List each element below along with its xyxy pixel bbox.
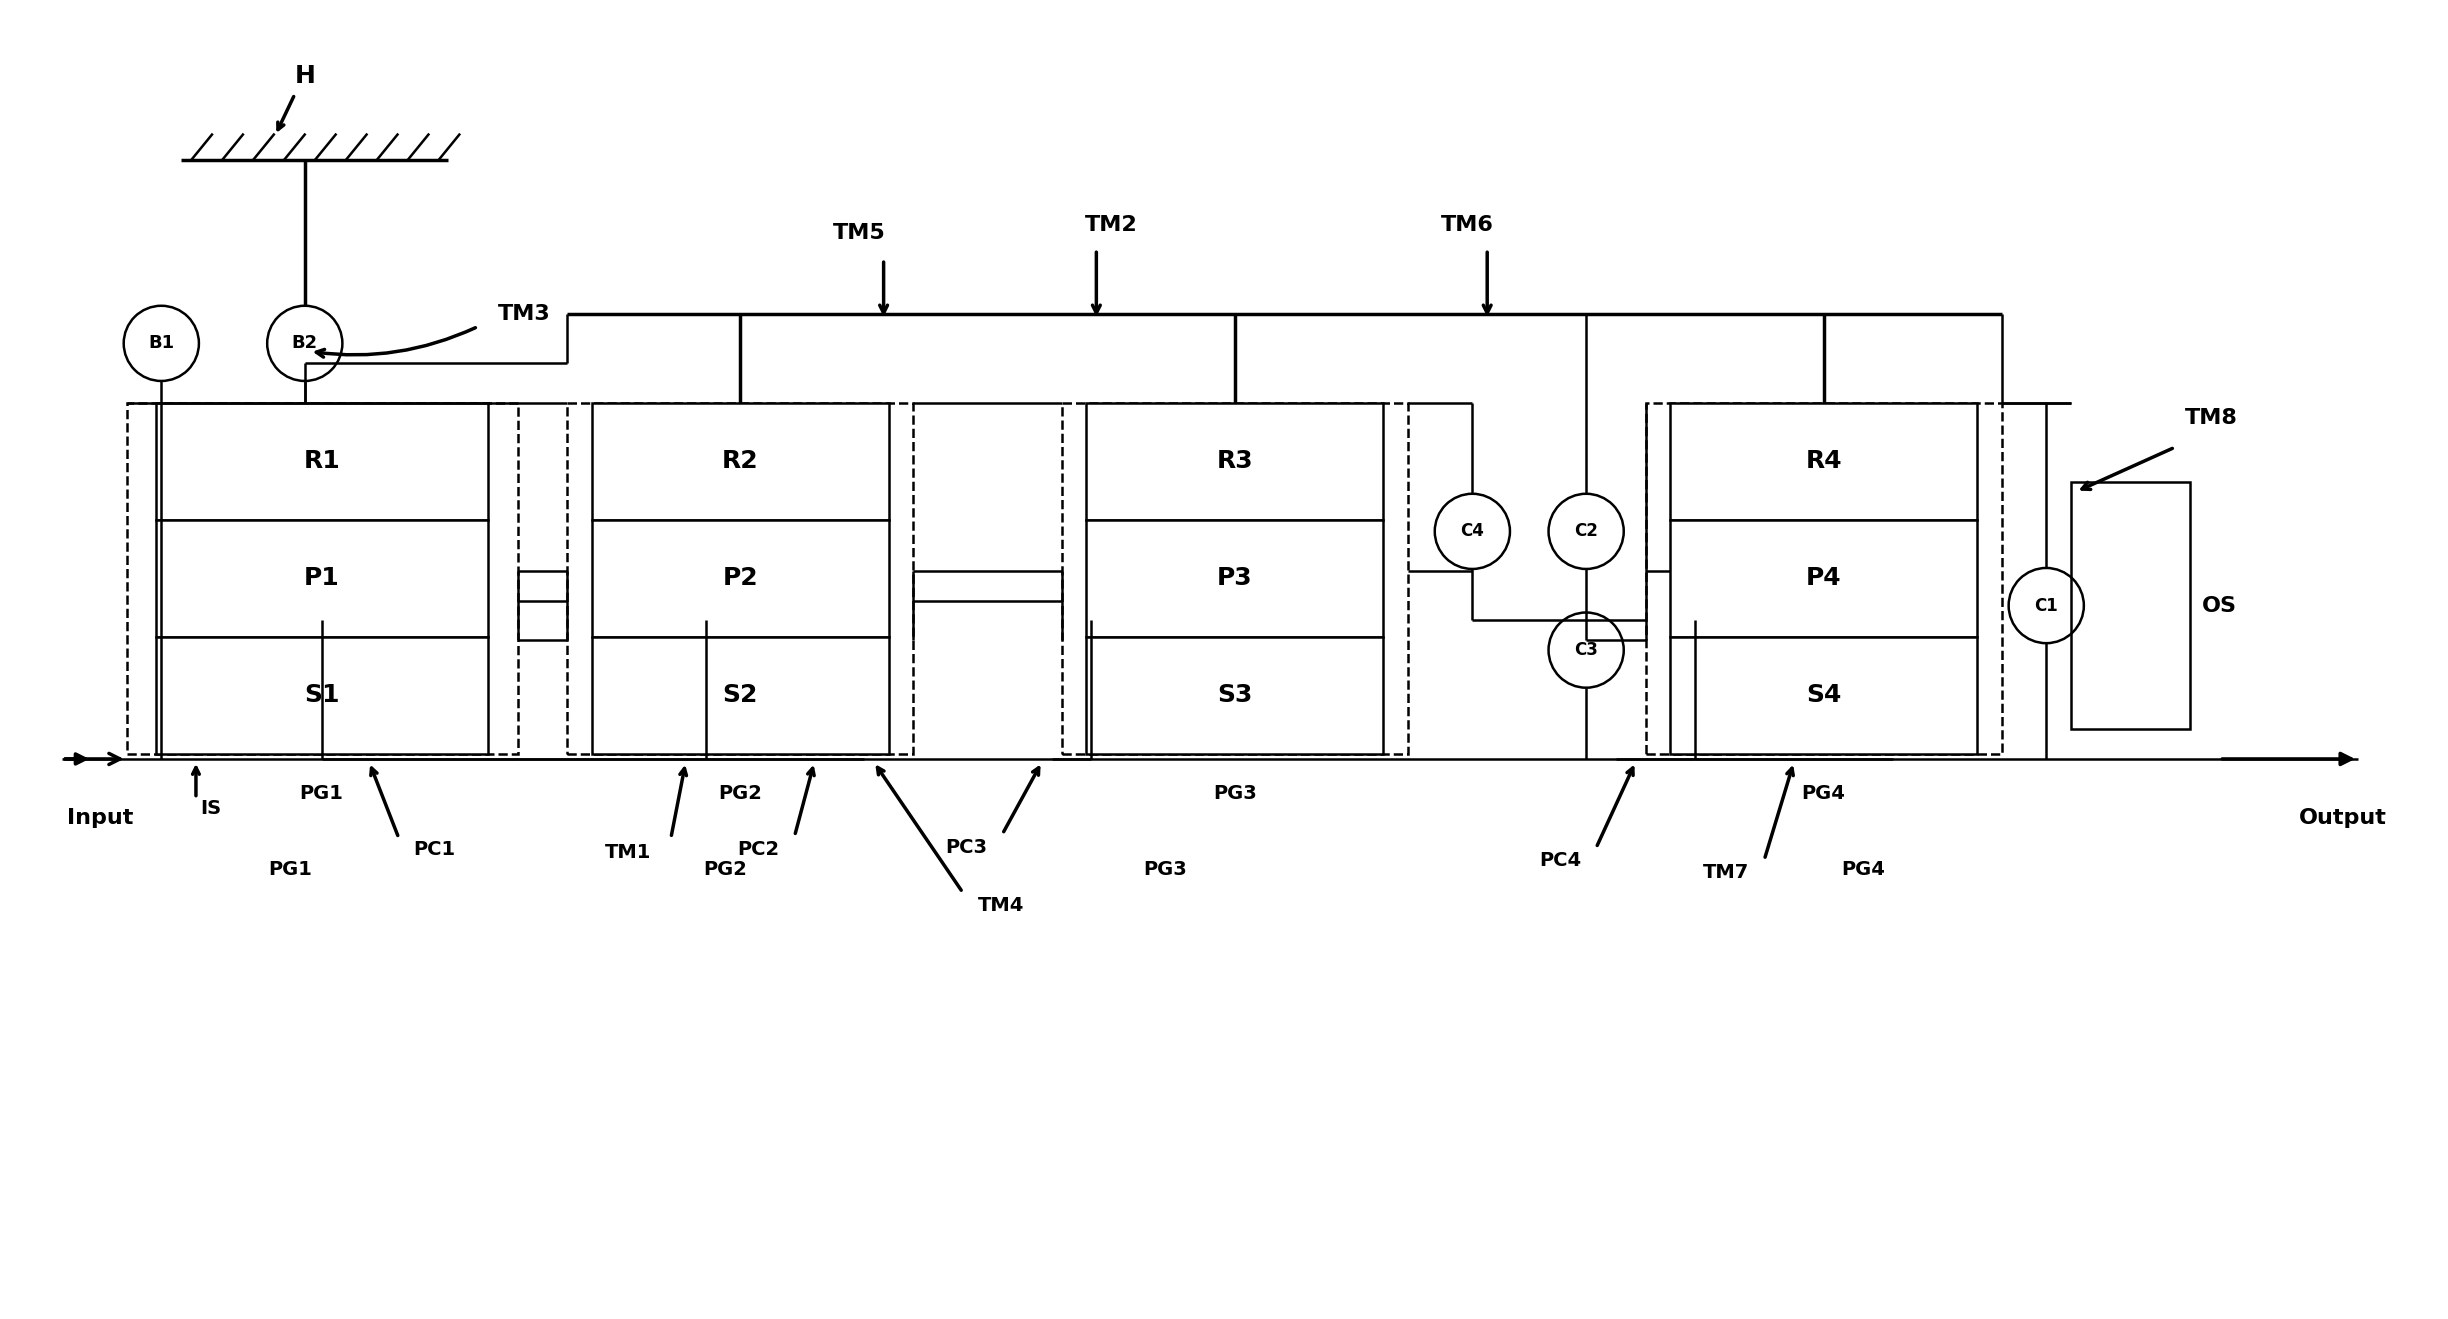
Text: PG3: PG3: [1143, 860, 1187, 880]
Text: PG1: PG1: [299, 783, 343, 803]
Text: B2: B2: [291, 334, 318, 352]
Text: PC1: PC1: [414, 840, 455, 860]
Text: P3: P3: [1217, 566, 1253, 591]
Bar: [1062, 402, 1408, 754]
Text: PG1: PG1: [267, 860, 311, 880]
Text: PG2: PG2: [717, 783, 761, 803]
Text: P1: P1: [304, 566, 340, 591]
Text: P2: P2: [722, 566, 759, 591]
Bar: [1087, 520, 1383, 637]
Bar: [157, 520, 487, 637]
Text: PC2: PC2: [737, 840, 781, 860]
Text: C3: C3: [1574, 641, 1599, 660]
Text: TM1: TM1: [605, 843, 651, 863]
Text: S3: S3: [1217, 683, 1253, 707]
Bar: [1670, 637, 1978, 754]
Bar: [127, 402, 517, 754]
Text: TM8: TM8: [2184, 408, 2237, 427]
Text: C2: C2: [1574, 522, 1599, 541]
Bar: [1670, 402, 1978, 520]
Bar: [568, 402, 913, 754]
Text: OS: OS: [2201, 596, 2237, 616]
Text: PG3: PG3: [1214, 783, 1256, 803]
Bar: [157, 637, 487, 754]
Text: R2: R2: [722, 450, 759, 474]
Text: C1: C1: [2034, 596, 2059, 615]
Text: PG4: PG4: [1841, 860, 1885, 880]
Text: PC3: PC3: [945, 839, 987, 857]
Text: IS: IS: [201, 799, 220, 818]
Bar: [1645, 402, 2002, 754]
Text: PG2: PG2: [703, 860, 747, 880]
Text: P4: P4: [1807, 566, 1841, 591]
Text: R1: R1: [304, 450, 340, 474]
Text: R4: R4: [1804, 450, 1841, 474]
Bar: [1670, 520, 1978, 637]
Text: S1: S1: [304, 683, 340, 707]
Text: TM3: TM3: [497, 303, 551, 323]
Text: S2: S2: [722, 683, 759, 707]
Text: Output: Output: [2299, 809, 2387, 828]
Text: B1: B1: [149, 334, 174, 352]
Text: C4: C4: [1461, 522, 1483, 541]
Text: PC4: PC4: [1540, 851, 1581, 871]
Bar: [592, 402, 889, 520]
Text: TM4: TM4: [977, 896, 1023, 915]
Text: TM2: TM2: [1084, 215, 1138, 235]
Text: S4: S4: [1807, 683, 1841, 707]
Text: H: H: [294, 65, 316, 88]
Bar: [592, 520, 889, 637]
Text: TM5: TM5: [832, 223, 886, 243]
Bar: [157, 402, 487, 520]
Text: TM6: TM6: [1442, 215, 1493, 235]
Bar: [592, 637, 889, 754]
Bar: [1087, 637, 1383, 754]
Text: TM7: TM7: [1704, 863, 1750, 882]
Bar: [1087, 402, 1383, 520]
Bar: [2071, 481, 2189, 729]
Text: Input: Input: [66, 809, 135, 828]
Text: PG4: PG4: [1802, 783, 1846, 803]
Text: R3: R3: [1217, 450, 1253, 474]
